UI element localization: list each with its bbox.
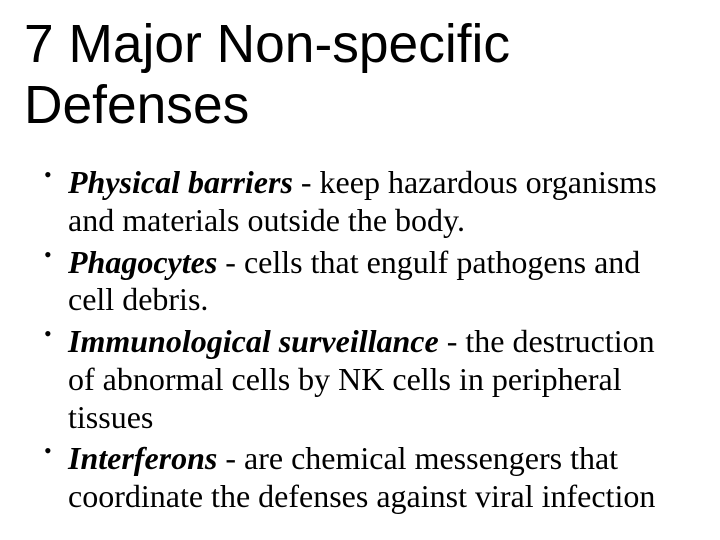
bullet-sep: - xyxy=(217,244,244,280)
bullet-term: Phagocytes xyxy=(68,244,217,280)
bullet-list: Physical barriers - keep hazardous organ… xyxy=(24,164,696,516)
bullet-sep: - xyxy=(217,440,244,476)
slide: 7 Major Non-specific Defenses Physical b… xyxy=(0,0,720,540)
bullet-sep: - xyxy=(439,323,466,359)
bullet-sep: - xyxy=(293,164,320,200)
list-item: Phagocytes - cells that engulf pathogens… xyxy=(68,244,696,320)
list-item: Physical barriers - keep hazardous organ… xyxy=(68,164,696,240)
bullet-term: Interferons xyxy=(68,440,217,476)
list-item: Immunological surveillance - the destruc… xyxy=(68,323,696,436)
bullet-term: Physical barriers xyxy=(68,164,293,200)
list-item: Interferons - are chemical messengers th… xyxy=(68,440,696,516)
slide-title: 7 Major Non-specific Defenses xyxy=(24,14,696,136)
bullet-term: Immunological surveillance xyxy=(68,323,439,359)
